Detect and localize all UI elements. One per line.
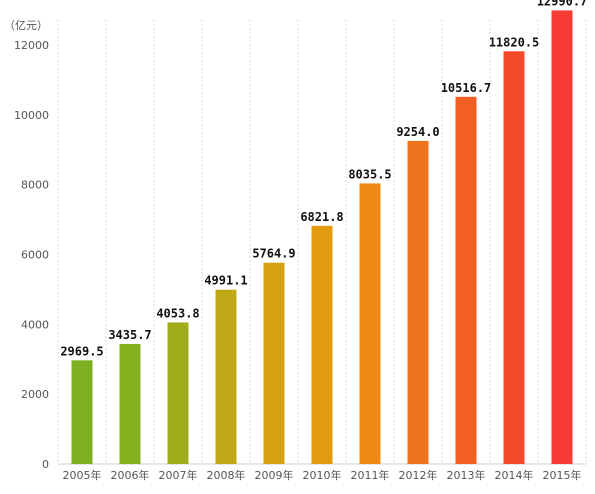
y-tick-label: 10000 [14, 109, 49, 122]
data-label: 2969.5 [60, 344, 103, 358]
y-axis-unit-label: （亿元） [4, 19, 48, 32]
data-labels: 2969.5 3435.7 4053.8 4991.1 5764.9 6821.8 8035… [59, 0, 589, 360]
data-label: 10516.7 [441, 81, 492, 95]
data-label: 3435.7 [108, 328, 151, 342]
data-label: 4991.1 [204, 274, 247, 288]
bar [311, 225, 333, 464]
data-label: 6821.8 [300, 210, 343, 224]
x-tick-label: 2008年 [207, 468, 246, 482]
bars [71, 10, 573, 465]
bar [407, 140, 429, 464]
bar [503, 51, 525, 464]
bar [359, 183, 381, 464]
y-tick-label: 0 [42, 458, 49, 471]
x-tick-label: 2014年 [495, 468, 534, 482]
y-tick-label: 12000 [14, 39, 49, 52]
y-tick-label: 6000 [21, 249, 49, 262]
x-tick-label: 2006年 [111, 468, 150, 482]
data-label: 11820.5 [489, 35, 540, 49]
x-tick-label: 2012年 [399, 468, 438, 482]
bar [551, 10, 573, 465]
bar [71, 360, 93, 464]
y-tick-label: 2000 [21, 388, 49, 401]
bar [167, 322, 189, 464]
bar [263, 262, 285, 464]
x-axis-labels: 2005年 2006年 2007年 2008年 2009年 2010年 2011年 2012年… [63, 468, 582, 482]
y-tick-label: 8000 [21, 179, 49, 192]
data-label: 4053.8 [156, 306, 199, 320]
x-tick-label: 2005年 [63, 468, 102, 482]
data-label: 5764.9 [252, 247, 295, 261]
x-tick-label: 2007年 [159, 468, 198, 482]
data-label: 8035.5 [348, 167, 391, 181]
data-label: 9254.0 [396, 125, 439, 139]
x-tick-label: 2013年 [447, 468, 486, 482]
x-tick-label: 2010年 [303, 468, 342, 482]
data-label: 12990.7 [537, 0, 588, 8]
x-tick-label: 2009年 [255, 468, 294, 482]
bar [455, 96, 477, 464]
bar [119, 344, 141, 464]
grid [57, 20, 587, 464]
bar [215, 289, 237, 464]
x-tick-label: 2011年 [351, 468, 390, 482]
x-tick-label: 2015年 [543, 468, 582, 482]
y-axis-ticks: 0 2000 4000 6000 8000 10000 12000 [14, 39, 49, 471]
y-tick-label: 4000 [21, 318, 49, 331]
